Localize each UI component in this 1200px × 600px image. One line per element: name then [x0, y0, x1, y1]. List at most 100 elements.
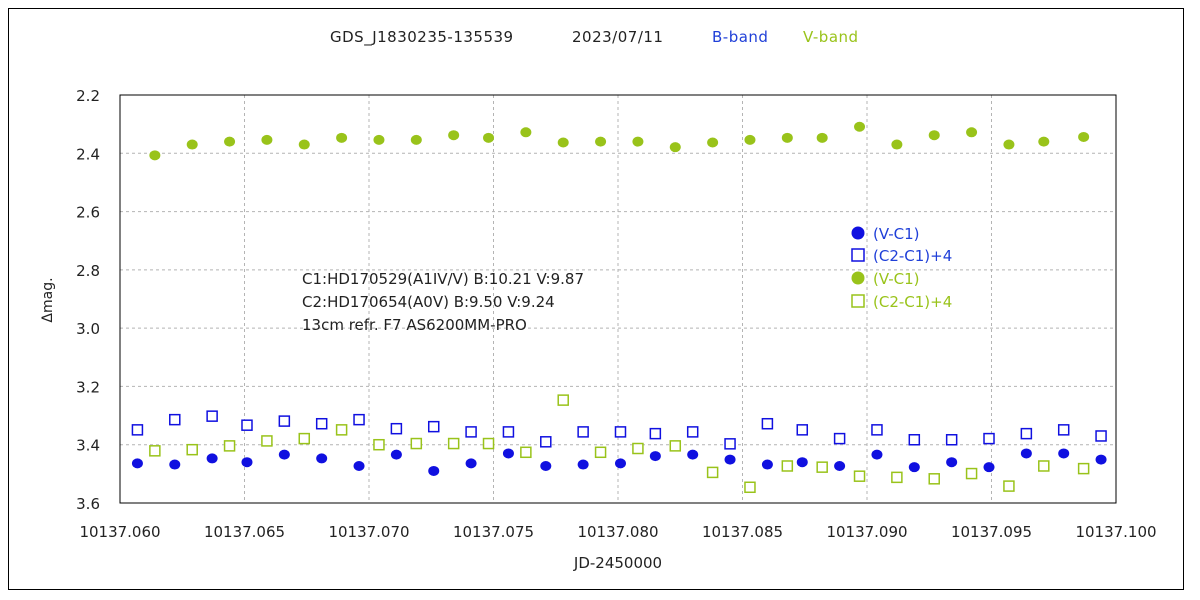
data-point: [761, 417, 774, 430]
data-point: [816, 461, 828, 473]
x-tick-label: 10137.060: [79, 523, 160, 541]
data-point: [833, 432, 846, 445]
data-point: [520, 127, 532, 138]
legend-v-c2c1-marker: [851, 294, 865, 308]
data-point: [241, 457, 253, 468]
data-point: [1058, 448, 1070, 459]
data-point: [261, 134, 273, 145]
data-point: [224, 136, 236, 147]
data-point: [447, 437, 460, 450]
data-points: [131, 121, 1107, 494]
data-point: [966, 127, 978, 138]
data-point: [669, 142, 681, 153]
data-point: [373, 438, 385, 451]
data-point: [410, 134, 422, 145]
data-point: [353, 460, 365, 471]
data-point: [131, 424, 144, 436]
data-point: [724, 454, 736, 465]
data-point: [744, 481, 756, 494]
y-tick-label: 3.0: [76, 320, 100, 338]
data-point: [816, 132, 828, 143]
x-tick-label: 10137.095: [951, 523, 1032, 541]
y-tick-label: 3.6: [76, 495, 100, 513]
plot-area-border: [119, 94, 1117, 504]
data-point: [390, 422, 403, 435]
annotation-block: C1:HD170529(A1IV/V) B:10.21 V:9.87 C2:HD…: [302, 270, 584, 334]
annotation-c2: C2:HD170654(A0V) B:9.50 V:9.24: [302, 293, 555, 311]
data-point: [278, 415, 291, 427]
data-point: [353, 413, 365, 426]
data-point: [595, 136, 607, 147]
data-point: [223, 440, 236, 452]
data-point: [1057, 424, 1070, 436]
title-date: 2023/07/11: [572, 28, 663, 46]
x-tick-label: 10137.075: [453, 523, 534, 541]
data-point: [206, 410, 218, 422]
x-axis-label: JD-2450000: [573, 554, 662, 572]
data-point: [410, 437, 423, 450]
data-point: [169, 459, 181, 470]
data-point: [1038, 460, 1050, 472]
data-point: [261, 435, 273, 447]
data-point: [796, 424, 809, 436]
data-point: [483, 132, 495, 143]
data-point: [577, 426, 589, 438]
data-point: [241, 419, 253, 431]
data-point: [686, 426, 699, 438]
legend-v-c2c1-label: (C2-C1)+4: [873, 293, 952, 311]
legend-b-vc1-label: (V-C1): [873, 225, 920, 243]
x-tick-label: 10137.090: [826, 523, 907, 541]
legend: (V-C1) (C2-C1)+4 (V-C1) (C2-C1)+4: [851, 225, 952, 311]
data-point: [186, 139, 198, 150]
data-point: [427, 420, 440, 433]
data-point: [502, 426, 515, 438]
data-point: [946, 457, 958, 468]
data-point: [983, 432, 995, 445]
data-point: [871, 424, 883, 436]
data-point: [614, 458, 626, 469]
data-point: [983, 462, 995, 473]
x-tick-label: 10137.080: [577, 523, 658, 541]
title-b-band: B-band: [712, 28, 768, 46]
chart-frame: [8, 8, 1184, 590]
data-point: [298, 432, 311, 445]
x-tick-label: 10137.065: [204, 523, 285, 541]
data-point: [428, 465, 440, 476]
data-point: [1020, 427, 1033, 440]
data-point: [724, 438, 736, 450]
data-point: [965, 467, 978, 480]
y-axis-ticks: 2.2 2.4 2.6 2.8 3.0 3.2 3.4 3.6: [76, 87, 100, 513]
data-point: [796, 457, 808, 468]
data-point: [744, 134, 756, 145]
data-point: [557, 394, 569, 406]
data-point: [687, 449, 699, 460]
data-point: [928, 130, 940, 141]
data-point: [908, 462, 920, 473]
data-point: [465, 426, 477, 438]
x-tick-label: 10137.100: [1075, 523, 1156, 541]
data-point: [649, 451, 661, 462]
y-tick-label: 2.8: [76, 262, 100, 280]
data-point: [1077, 462, 1090, 475]
x-axis-ticks: 10137.060 10137.065 10137.070 10137.075 1013…: [79, 523, 1156, 541]
data-point: [540, 436, 552, 448]
data-point: [149, 445, 161, 457]
data-point: [315, 417, 328, 430]
series-v-3: [149, 394, 1090, 494]
data-point: [577, 459, 589, 470]
x-tick-label: 10137.070: [328, 523, 409, 541]
y-tick-label: 2.6: [76, 204, 100, 222]
data-point: [1095, 454, 1107, 465]
annotation-instrument: 13cm refr. F7 AS6200MM-PRO: [302, 316, 527, 334]
data-point: [649, 427, 662, 440]
legend-b-c2c1-label: (C2-C1)+4: [873, 247, 952, 265]
series-b-0: [131, 448, 1107, 476]
data-point: [557, 137, 569, 148]
data-point: [669, 440, 682, 452]
data-point: [465, 458, 477, 469]
data-point: [781, 460, 794, 472]
data-point: [1095, 430, 1107, 442]
title-v-band: V-band: [803, 28, 859, 46]
data-point: [1038, 136, 1050, 147]
data-point: [1003, 480, 1015, 492]
